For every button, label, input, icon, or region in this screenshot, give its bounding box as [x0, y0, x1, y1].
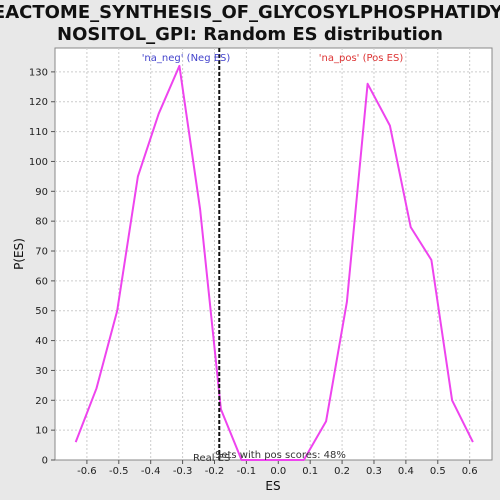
- y-tick-label: 30: [35, 366, 48, 377]
- sets-pos-scores-label: Sets with pos scores: 48%: [215, 450, 346, 461]
- grid-layer: [55, 48, 492, 460]
- x-tick-label: 0.0: [270, 466, 286, 477]
- real-es-label: Real ES: [193, 453, 230, 464]
- x-tick-label: 0.3: [366, 466, 382, 477]
- chart-title-line-1: REACTOME_SYNTHESIS_OF_GLYCOSYLPHOSPHATID…: [0, 2, 500, 23]
- x-tick-label: 0.1: [302, 466, 318, 477]
- axes-layer: 0 10 20 30 40 50 60 70 80 90 100 110 120 130 -0.6 -0.5 -…: [29, 67, 478, 477]
- y-tick-label: 50: [35, 306, 48, 317]
- x-tick-label: -0.3: [173, 466, 193, 477]
- plot-area: [54, 47, 493, 461]
- y-tick-label: 120: [29, 97, 48, 108]
- y-tick-label: 100: [29, 157, 48, 168]
- chart-title-line-2: NOSITOL_GPI: Random ES distribution: [57, 24, 443, 45]
- x-tick-label: 0.2: [334, 466, 350, 477]
- x-tick-label: -0.2: [205, 466, 225, 477]
- y-tick-label: 110: [29, 127, 48, 138]
- y-tick-label: 60: [35, 276, 48, 287]
- y-tick-label: 0: [42, 456, 48, 467]
- x-tick-label: -0.1: [237, 466, 257, 477]
- neg-es-label: 'na_neg' (Neg ES): [142, 53, 231, 64]
- y-tick-label: 10: [35, 426, 48, 437]
- x-tick-label: 0.6: [462, 466, 478, 477]
- x-tick-label: -0.5: [109, 466, 129, 477]
- y-axis-label: P(ES): [12, 238, 26, 270]
- y-tick-label: 90: [35, 187, 48, 198]
- x-tick-label: -0.6: [77, 466, 97, 477]
- x-tick-label: 0.4: [398, 466, 414, 477]
- series-layer: [74, 64, 474, 461]
- x-axis-label: ES: [265, 479, 280, 493]
- y-tick-label: 70: [35, 247, 48, 258]
- y-tick-label: 130: [29, 67, 48, 78]
- pos-es-label: 'na_pos' (Pos ES): [319, 53, 404, 64]
- y-tick-label: 20: [35, 396, 48, 407]
- y-tick-label: 80: [35, 217, 48, 228]
- x-tick-label: 0.5: [430, 466, 446, 477]
- x-tick-label: -0.4: [141, 466, 161, 477]
- y-tick-label: 40: [35, 336, 48, 347]
- es-distribution-line: [74, 64, 474, 461]
